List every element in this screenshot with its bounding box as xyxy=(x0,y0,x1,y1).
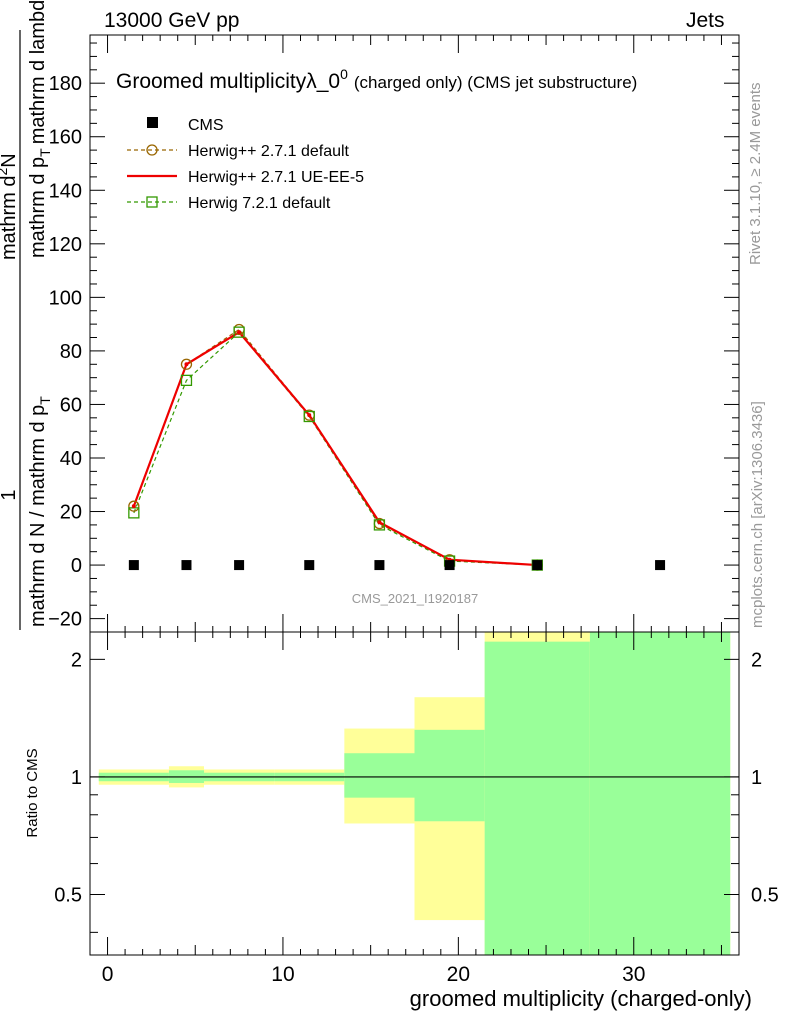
cms-point xyxy=(128,560,139,571)
legend-cms-label: CMS xyxy=(188,117,224,134)
analysis-label: CMS_2021_I1920187 xyxy=(352,591,479,606)
herwig72-point xyxy=(180,374,193,386)
ratio-y-tick-label-right: 0.5 xyxy=(751,885,779,907)
plot-title: Groomed multiplicityλ_00 (charged only) (… xyxy=(116,66,637,93)
ratio-x-tick-label: 0 xyxy=(102,963,114,986)
legend-herwig72-label: Herwig 7.2.1 default xyxy=(188,195,331,212)
main-y-tick-label: 100 xyxy=(49,287,82,309)
main-y-tick-label: 140 xyxy=(49,180,82,202)
main-data xyxy=(128,323,666,571)
ratio-y-tick-label-right: 2 xyxy=(751,649,762,671)
main-y-axis: −20 0 20 40 60 80 100 120 140 160 180 xyxy=(48,42,739,633)
main-x-ticks xyxy=(89,35,740,632)
title-suffix: (charged only) (CMS jet substructure) xyxy=(354,73,637,92)
cms-point xyxy=(181,560,192,571)
ratio-y-label: Ratio to CMS xyxy=(24,748,41,837)
ratio-band-green-7 xyxy=(589,632,731,955)
ratio-y-tick-label: 2 xyxy=(71,649,82,671)
cms-point xyxy=(374,560,385,571)
main-y-tick-label: 120 xyxy=(49,234,82,256)
ratio-frame xyxy=(89,631,740,956)
series-herwig72-line xyxy=(133,331,538,566)
title-main: Groomed multiplicity xyxy=(116,70,307,93)
main-y-tick-label: 0 xyxy=(71,555,82,577)
ratio-bands xyxy=(98,632,731,955)
main-y-label: 1 mathrm d pTmathrm d lambda mathrm d N … xyxy=(0,0,53,630)
legend-cms-marker xyxy=(147,117,158,128)
cms-point xyxy=(655,560,666,571)
ratio-y-tick-label: 1 xyxy=(71,767,82,789)
legend: CMS Herwig++ 2.7.1 default Herwig++ 2.7.… xyxy=(127,117,364,212)
ratio-y-axis: 0.5 0.5 1 1 2 2 xyxy=(54,649,779,933)
herwig72-point xyxy=(303,410,315,423)
y-label-top: mathrm d2N xyxy=(0,153,20,260)
rivet-label: Rivet 3.1.10, ≥ 2.4M events xyxy=(747,83,764,266)
ratio-y-tick-label: 0.5 xyxy=(54,885,82,907)
y-label-one: 1 xyxy=(0,489,20,500)
ratio-x-tick-label: 10 xyxy=(271,963,294,986)
ratio-x-tick-label: 30 xyxy=(622,963,645,986)
main-y-tick-label: −20 xyxy=(48,609,82,631)
title-symbol: λ_0 xyxy=(306,70,340,93)
legend-herwig72-marker xyxy=(146,196,158,208)
ratio-band-green-5 xyxy=(414,729,485,822)
legend-herwig-ueee5-label: Herwig++ 2.7.1 UE-EE-5 xyxy=(188,169,364,186)
source-label: mcplots.cern.ch [arXiv:1306.3436] xyxy=(749,401,766,628)
series-herwig-ueee5-line xyxy=(132,330,538,567)
ratio-band-green-6 xyxy=(484,641,590,955)
main-y-tick-label: 160 xyxy=(49,127,82,149)
herwig-ueee5-point xyxy=(377,520,382,525)
ratio-band-green-4 xyxy=(344,753,415,798)
main-y-tick-label: 20 xyxy=(60,502,82,524)
cms-point xyxy=(234,560,245,571)
series-herwig-default-line xyxy=(133,328,538,566)
herwig72-point xyxy=(233,326,245,338)
category-label: Jets xyxy=(686,9,725,32)
main-y-tick-label: 60 xyxy=(60,394,82,416)
x-axis-label: groomed multiplicity (charged-only) xyxy=(410,986,752,1011)
herwig72-point xyxy=(373,519,386,531)
ratio-x-tick-label: 20 xyxy=(447,963,470,986)
herwig-default-point xyxy=(180,358,193,370)
legend-herwig-default-marker xyxy=(146,144,158,156)
y-label-denominator: mathrm d N / mathrm d pT xyxy=(27,396,53,627)
herwig-ueee5-point xyxy=(131,504,136,509)
legend-herwig-default-label: Herwig++ 2.7.1 default xyxy=(188,143,350,160)
herwig-ueee5-point xyxy=(184,362,189,367)
main-y-tick-label: 80 xyxy=(60,341,82,363)
energy-label: 13000 GeV pp xyxy=(104,9,240,32)
herwig-ueee5-point xyxy=(307,413,312,418)
cms-point xyxy=(304,560,315,571)
herwig-ueee5-point xyxy=(237,330,242,335)
main-y-tick-label: 40 xyxy=(60,448,82,470)
ratio-x-axis: 0 10 20 30 xyxy=(89,632,740,986)
y-label-numerator: mathrm d pTmathrm d lambda xyxy=(27,0,53,258)
cms-point xyxy=(532,560,543,571)
title-superscript: 0 xyxy=(340,66,348,82)
main-y-tick-label: 180 xyxy=(49,73,82,95)
ratio-y-tick-label-right: 1 xyxy=(751,767,762,789)
cms-point xyxy=(444,560,455,571)
herwig-default-point xyxy=(128,500,140,512)
